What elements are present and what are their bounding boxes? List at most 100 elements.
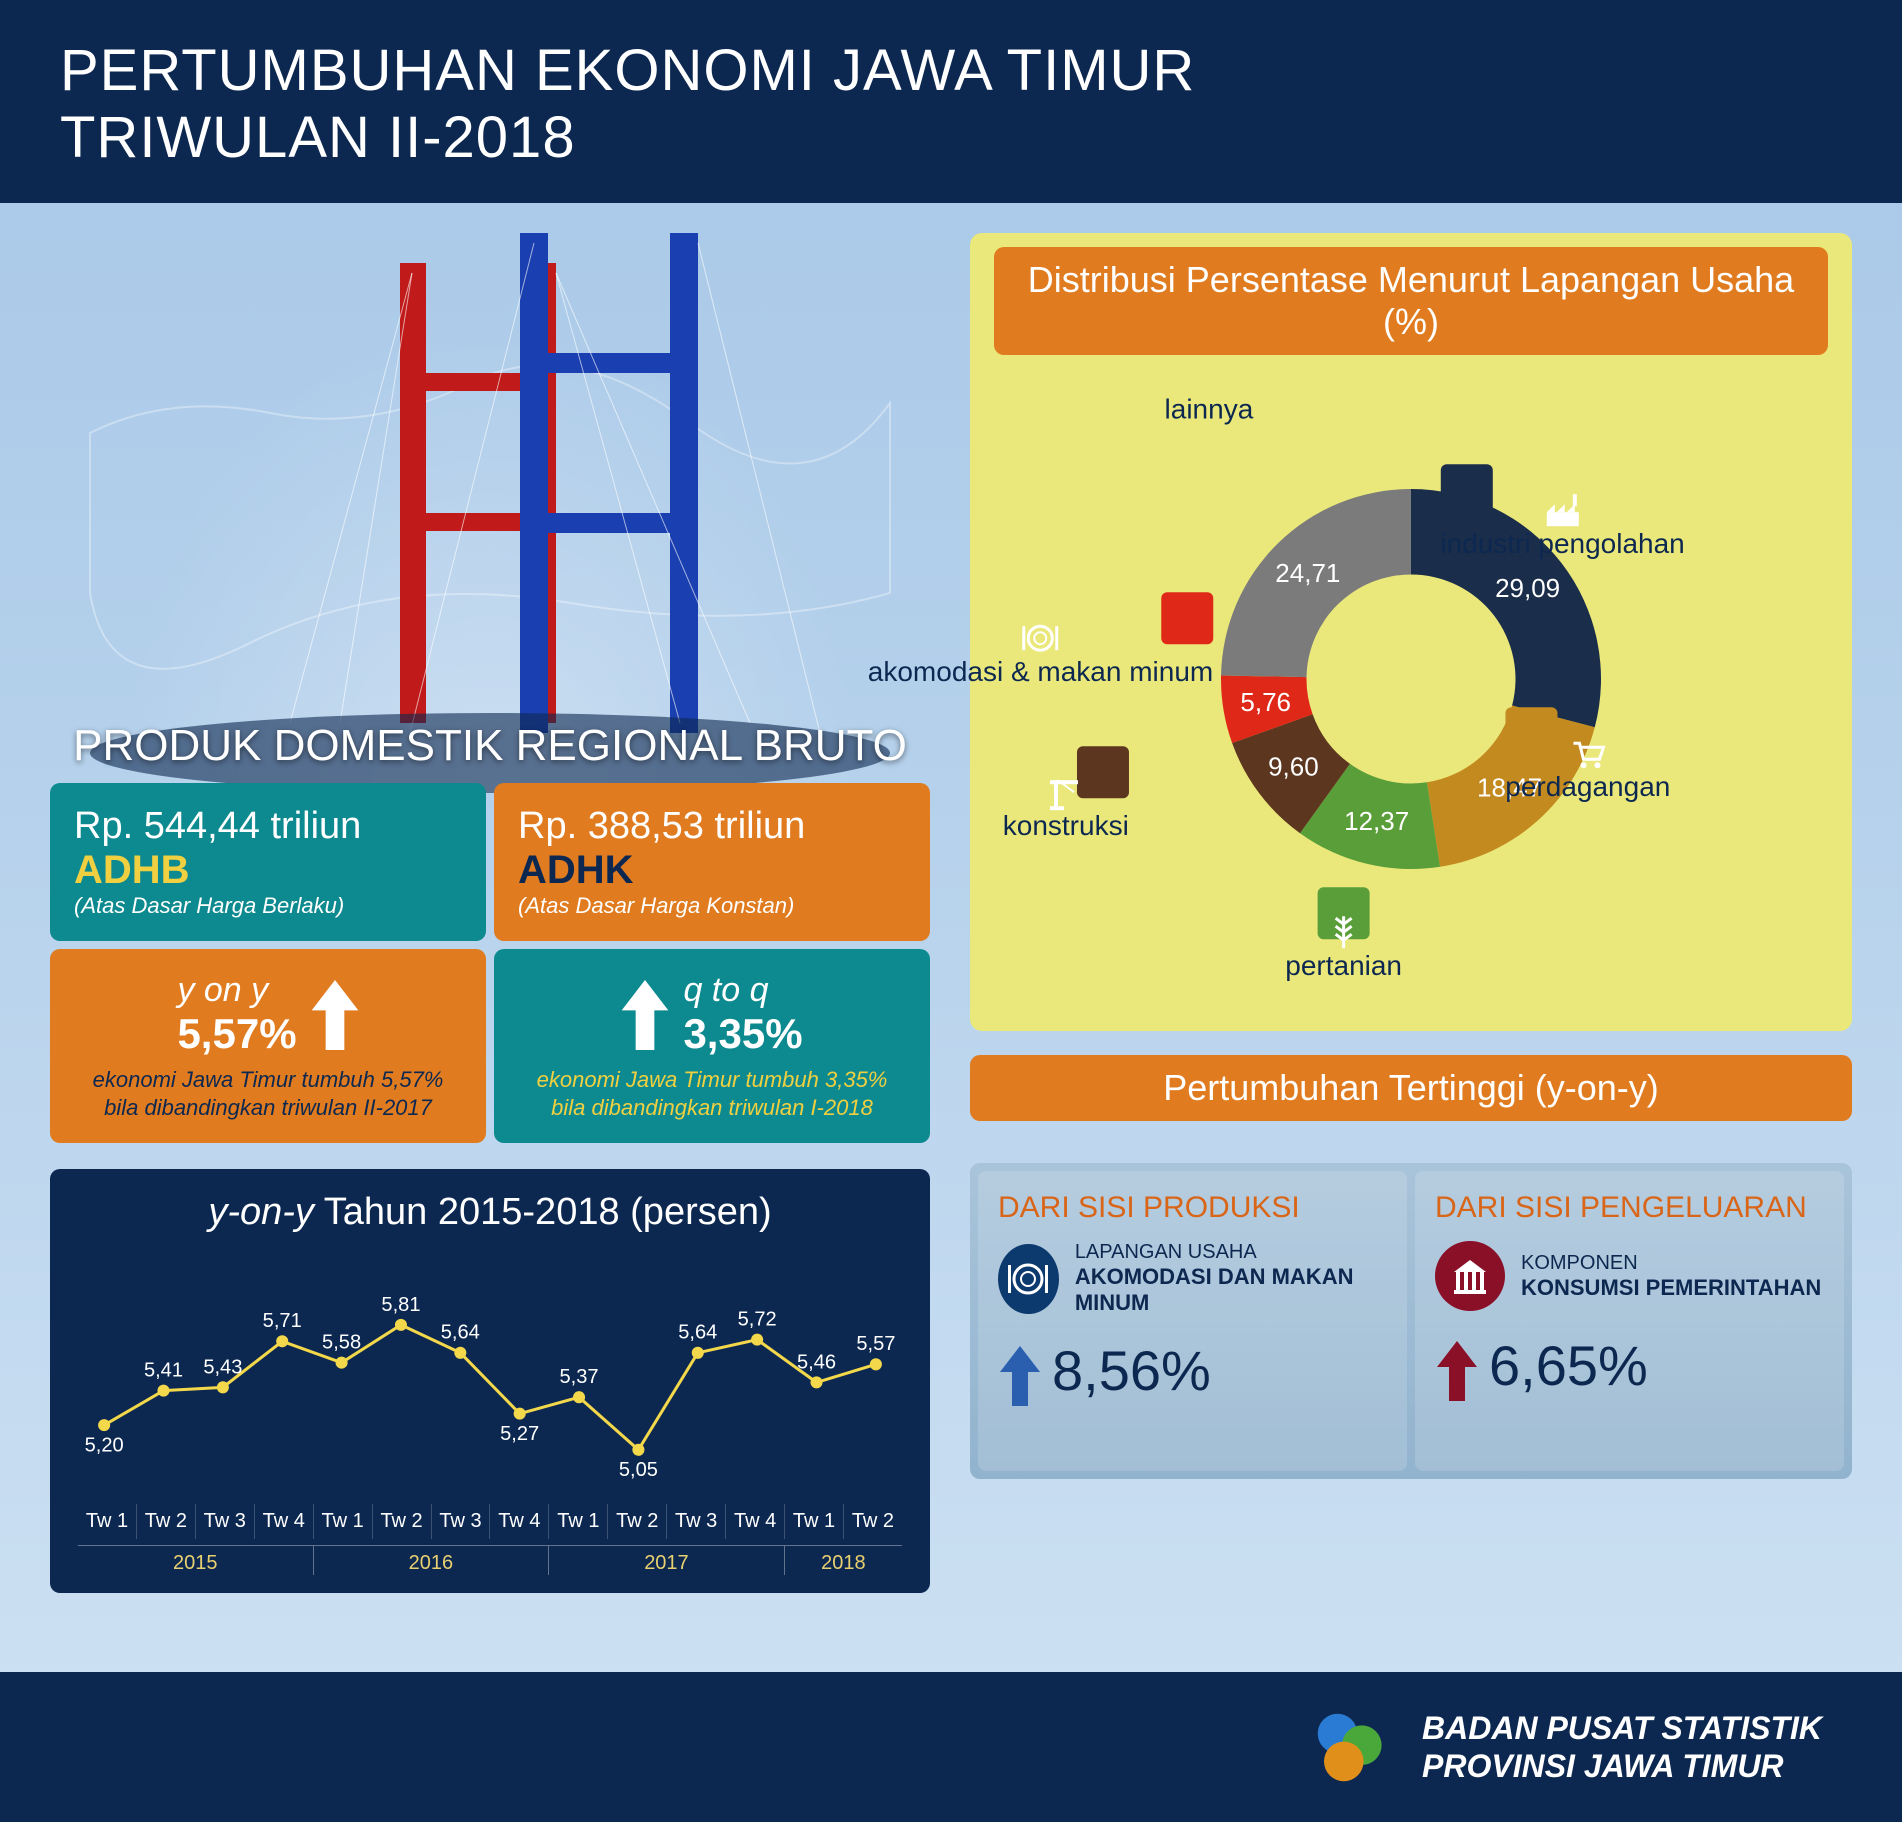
arrow-up-icon <box>1435 1341 1479 1401</box>
quarter-label: Tw 1 <box>78 1504 137 1539</box>
plate-icon <box>998 1244 1059 1314</box>
yoy-label: y on y <box>177 971 296 1010</box>
pdrb-section: PRODUK DOMESTIK REGIONAL BRUTO Rp. 544,4… <box>50 721 930 1143</box>
quarter-label: Tw 4 <box>255 1504 314 1539</box>
produksi-header: DARI SISI PRODUKSI <box>998 1191 1387 1225</box>
bridge-svg <box>50 233 930 793</box>
svg-text:5,05: 5,05 <box>619 1459 658 1481</box>
pengeluaran-text: KOMPONEN KONSUMSI PEMERINTAHAN <box>1521 1252 1821 1301</box>
arrow-up-icon <box>998 1346 1042 1406</box>
footer: BADAN PUSAT STATISTIK PROVINSI JAWA TIMU… <box>0 1672 1902 1822</box>
header: PERTUMBUHAN EKONOMI JAWA TIMUR TRIWULAN … <box>0 0 1902 203</box>
line-chart-title-italic: y-on-y <box>208 1191 314 1233</box>
svg-text:5,71: 5,71 <box>263 1311 302 1333</box>
donut-segment-label: pertanian <box>1285 887 1402 983</box>
line-chart-title-rest: Tahun 2015-2018 (persen) <box>314 1191 772 1233</box>
adhk-value: Rp. 388,53 triliun <box>518 805 906 848</box>
arrow-up-icon <box>311 980 359 1050</box>
svg-text:5,76: 5,76 <box>1240 686 1291 716</box>
tertinggi-panel: DARI SISI PRODUKSI LAPANGAN USAHA AKOMOD… <box>970 1163 1852 1479</box>
yoy-pct: 5,57% <box>177 1010 296 1058</box>
quarter-label: Tw 2 <box>844 1504 902 1539</box>
left-column: PRODUK DOMESTIK REGIONAL BRUTO Rp. 544,4… <box>50 233 930 1703</box>
pdrb-title: PRODUK DOMESTIK REGIONAL BRUTO <box>50 721 930 771</box>
pengeluaran-pct-value: 6,65% <box>1489 1334 1648 1397</box>
quarter-label: Tw 3 <box>196 1504 255 1539</box>
card-pengeluaran: DARI SISI PENGELUARAN KOMPONEN KONSUMSI … <box>1415 1171 1844 1471</box>
qtq-desc: ekonomi Jawa Timur tumbuh 3,35% bila dib… <box>518 1066 906 1121</box>
donut-segment-label: perdagangan <box>1505 708 1670 804</box>
adhb-value: Rp. 544,44 triliun <box>74 805 462 848</box>
pengeluaran-name: KONSUMSI PEMERINTAHAN <box>1521 1275 1821 1301</box>
quarter-label: Tw 1 <box>314 1504 373 1539</box>
donut-segment-label: akomodasi & makan minum <box>868 592 1213 688</box>
infographic-page: PERTUMBUHAN EKONOMI JAWA TIMUR TRIWULAN … <box>0 0 1902 1822</box>
yoy-desc: ekonomi Jawa Timur tumbuh 5,57% bila dib… <box>74 1066 462 1121</box>
pengeluaran-sub: KOMPONEN <box>1521 1252 1638 1274</box>
svg-text:5,46: 5,46 <box>797 1352 836 1374</box>
donut-segment-label: konstruksi <box>1003 746 1129 842</box>
adhk-abbr: ADHK <box>518 848 906 893</box>
svg-text:5,43: 5,43 <box>203 1357 242 1379</box>
bridge-illustration <box>50 233 930 793</box>
svg-text:9,60: 9,60 <box>1268 751 1319 781</box>
quarter-label: Tw 2 <box>137 1504 196 1539</box>
svg-text:5,81: 5,81 <box>381 1294 420 1316</box>
svg-text:5,72: 5,72 <box>738 1309 777 1331</box>
footer-text: BADAN PUSAT STATISTIK PROVINSI JAWA TIMU… <box>1422 1709 1822 1786</box>
quarter-label: Tw 4 <box>726 1504 785 1539</box>
title-line2: TRIWULAN II-2018 <box>60 105 576 170</box>
produksi-name: AKOMODASI DAN MAKAN MINUM <box>1075 1264 1387 1316</box>
svg-text:5,41: 5,41 <box>144 1360 183 1382</box>
donut-segment-label: lainnya <box>1165 394 1254 425</box>
footer-line2: PROVINSI JAWA TIMUR <box>1422 1747 1822 1785</box>
quarter-label: Tw 2 <box>373 1504 432 1539</box>
arrow-up-icon <box>621 980 669 1050</box>
quarter-label: Tw 3 <box>667 1504 726 1539</box>
donut-chart: 29,0918,4712,379,605,7624,71 industri pe… <box>990 371 1832 1011</box>
line-chart-years: 2015201620172018 <box>78 1545 902 1575</box>
svg-text:5,64: 5,64 <box>678 1322 717 1344</box>
produksi-pct: 8,56% <box>998 1338 1387 1405</box>
donut-panel: Distribusi Persentase Menurut Lapangan U… <box>970 233 1852 1031</box>
svg-text:12,37: 12,37 <box>1344 806 1409 836</box>
adhb-abbr: ADHB <box>74 848 462 893</box>
qtq-label: q to q <box>683 971 802 1010</box>
svg-text:5,20: 5,20 <box>85 1435 124 1457</box>
card-produksi: DARI SISI PRODUKSI LAPANGAN USAHA AKOMOD… <box>978 1171 1407 1471</box>
page-title: PERTUMBUHAN EKONOMI JAWA TIMUR TRIWULAN … <box>60 38 1842 171</box>
title-line1: PERTUMBUHAN EKONOMI JAWA TIMUR <box>60 38 1195 103</box>
svg-text:24,71: 24,71 <box>1275 557 1340 587</box>
card-adhk: Rp. 388,53 triliun ADHK (Atas Dasar Harg… <box>494 783 930 941</box>
year-label: 2015 <box>78 1546 314 1575</box>
building-icon <box>1435 1241 1505 1311</box>
svg-text:5,58: 5,58 <box>322 1332 361 1354</box>
year-label: 2018 <box>785 1546 902 1575</box>
footer-line1: BADAN PUSAT STATISTIK <box>1422 1709 1822 1747</box>
line-chart-quarters: Tw 1Tw 2Tw 3Tw 4Tw 1Tw 2Tw 3Tw 4Tw 1Tw 2… <box>78 1504 902 1539</box>
quarter-label: Tw 1 <box>785 1504 844 1539</box>
right-column: Distribusi Persentase Menurut Lapangan U… <box>970 233 1852 1703</box>
pengeluaran-pct: 6,65% <box>1435 1333 1824 1400</box>
svg-text:5,37: 5,37 <box>560 1367 599 1389</box>
donut-title: Distribusi Persentase Menurut Lapangan U… <box>994 247 1828 355</box>
svg-text:5,27: 5,27 <box>500 1423 539 1445</box>
produksi-text: LAPANGAN USAHA AKOMODASI DAN MAKAN MINUM <box>1075 1241 1387 1316</box>
adhk-sub: (Atas Dasar Harga Konstan) <box>518 893 906 919</box>
quarter-label: Tw 2 <box>608 1504 667 1539</box>
card-qtq: q to q 3,35% ekonomi Jawa Timur tumbuh 3… <box>494 949 930 1143</box>
line-chart-svg: 5,20 5,41 5,43 5,71 5,58 5,81 5,64 5,27 5,37 5,05… <box>78 1244 902 1504</box>
produksi-sub: LAPANGAN USAHA <box>1075 1241 1257 1263</box>
quarter-label: Tw 4 <box>490 1504 549 1539</box>
produksi-pct-value: 8,56% <box>1052 1339 1211 1402</box>
card-adhb: Rp. 544,44 triliun ADHB (Atas Dasar Harg… <box>50 783 486 941</box>
bps-logo-icon <box>1306 1702 1396 1792</box>
svg-text:29,09: 29,09 <box>1495 573 1560 603</box>
tertinggi-title: Pertumbuhan Tertinggi (y-on-y) <box>970 1055 1852 1121</box>
adhb-sub: (Atas Dasar Harga Berlaku) <box>74 893 462 919</box>
line-chart-panel: y-on-y Tahun 2015-2018 (persen) 5,20 5,41… <box>50 1169 930 1593</box>
year-label: 2017 <box>549 1546 785 1575</box>
donut-segment-label: industri pengolahan <box>1440 464 1684 560</box>
year-label: 2016 <box>314 1546 550 1575</box>
card-yoy: y on y 5,57% ekonomi Jawa Timur tumbuh 5… <box>50 949 486 1143</box>
